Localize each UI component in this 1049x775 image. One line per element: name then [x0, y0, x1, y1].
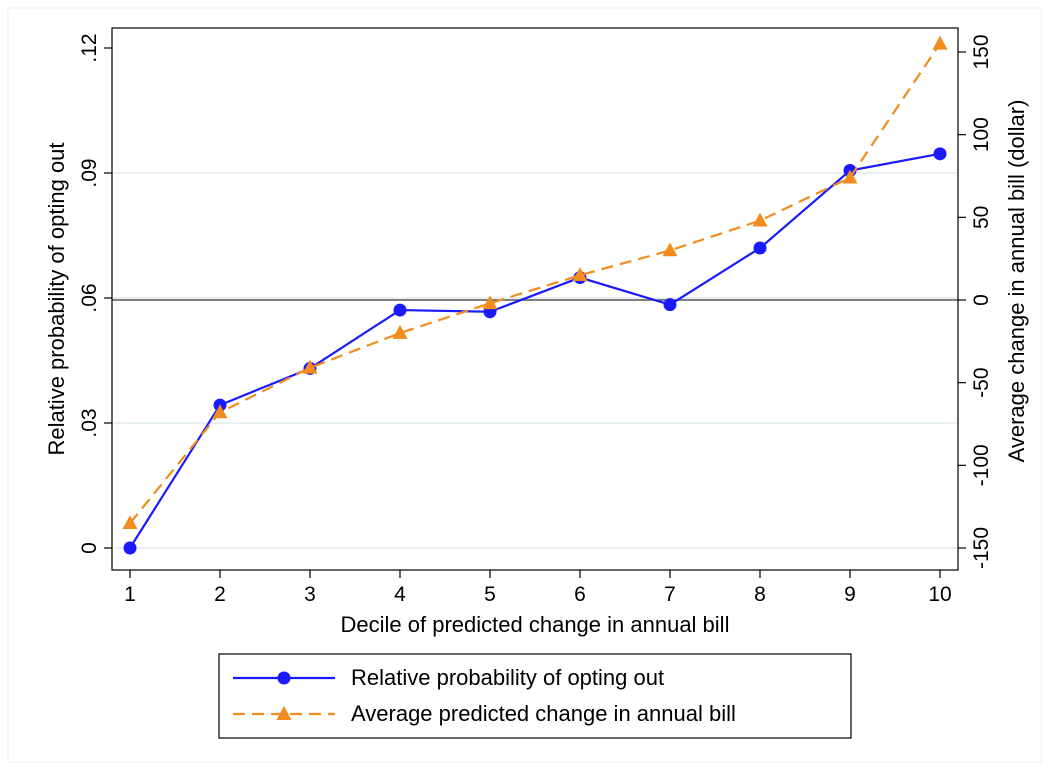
y-left-tick-label: 0 [78, 542, 101, 554]
x-tick-label: 7 [664, 583, 676, 606]
y-right-tick-label: 100 [970, 117, 993, 152]
y-left-tick-label: .09 [78, 158, 101, 187]
y-left-tick-label: .12 [78, 33, 101, 62]
series-2-point [122, 515, 138, 530]
series-2-point [482, 295, 498, 310]
legend-marker-2 [276, 706, 292, 720]
x-tick-label: 9 [844, 583, 856, 606]
series-2-point [572, 267, 588, 282]
series-2-point [302, 359, 318, 374]
series-2-point [752, 212, 768, 227]
grid-lines [112, 172, 958, 549]
x-tick-label: 3 [304, 583, 316, 606]
series-line-1 [129, 152, 941, 549]
x-tick-label: 4 [394, 583, 406, 606]
y-left-tick-label: .03 [78, 408, 101, 437]
x-tick-label: 6 [574, 583, 586, 606]
legend: Relative probability of opting out Averag… [218, 653, 852, 739]
x-axis-title: Decile of predicted change in annual bil… [341, 612, 730, 637]
series-2-point [842, 169, 858, 184]
axis-labels: 0 .03 .06 .09 .12 -150 -100 -50 0 50 100 150 1 2 3 4 5 6 7… [44, 33, 1029, 637]
x-tick-label: 1 [124, 583, 136, 606]
y-right-tick-label: 150 [970, 34, 993, 69]
series-1-point [933, 147, 947, 161]
y-right-tick-label: -50 [970, 367, 993, 397]
axes [7, 7, 1042, 763]
x-tick-label: 8 [754, 583, 766, 606]
y-right-tick-label: -100 [970, 444, 993, 486]
y-right-axis-title: Average change in annual bill (dollar) [1004, 100, 1029, 463]
plot-border [111, 27, 959, 571]
legend-box [218, 653, 852, 739]
series-2-point [212, 404, 228, 419]
y-right-tick-label: -150 [970, 527, 993, 569]
legend-marker-1 [277, 671, 291, 685]
y-right-tick-label: 50 [970, 206, 993, 229]
series-1-point [393, 303, 407, 317]
series-line-2 [129, 43, 941, 524]
y-left-axis-title: Relative probability of opting out [44, 142, 69, 455]
legend-label-2: Average predicted change in annual bill [351, 701, 736, 726]
y-left-tick-label: .06 [78, 283, 101, 312]
x-tick-label: 2 [214, 583, 226, 606]
series-1-point [123, 541, 137, 555]
series-2-point [392, 325, 408, 339]
series-1-point [663, 298, 677, 312]
x-tick-label: 5 [484, 583, 496, 606]
x-tick-label: 10 [928, 583, 951, 606]
legend-label-1: Relative probability of opting out [351, 665, 664, 690]
series-layer [122, 35, 948, 555]
series-1-point [753, 241, 767, 255]
y-right-tick-label: 0 [970, 294, 993, 306]
series-2-point [662, 242, 678, 257]
series-2-point [932, 35, 948, 50]
graph-region-border [7, 7, 1042, 763]
